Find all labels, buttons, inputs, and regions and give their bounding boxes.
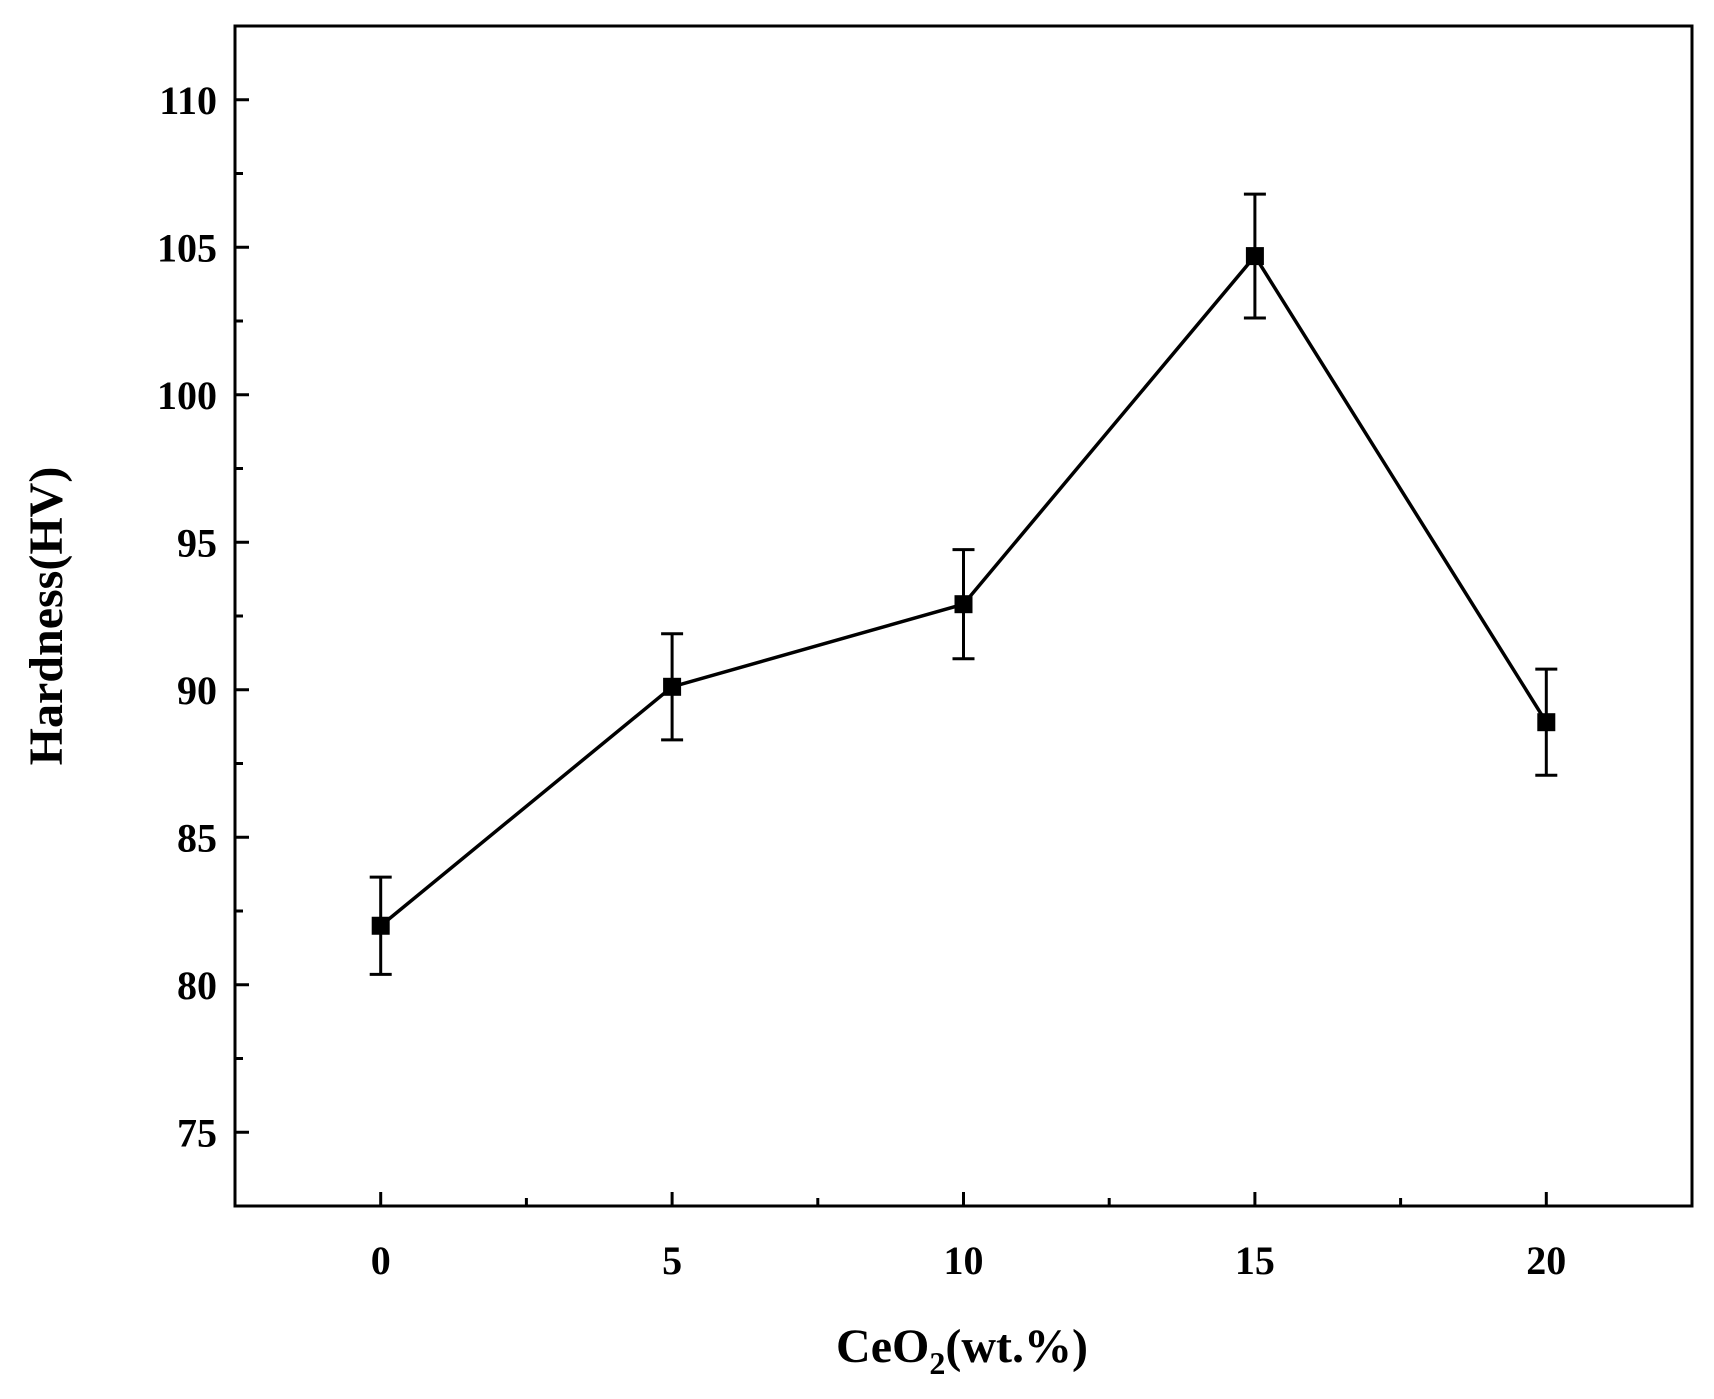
data-point-marker <box>663 677 682 696</box>
data-point-marker <box>371 916 390 935</box>
x-tick-label: 15 <box>1235 1238 1275 1283</box>
series-layer <box>369 192 1558 976</box>
y-axis-ticks: 75 80 85 90 95 100 105 110 <box>157 24 249 1155</box>
y-tick-label: 75 <box>177 1110 217 1155</box>
x-tick-label: 0 <box>371 1238 391 1283</box>
y-tick-label: 90 <box>177 668 217 713</box>
data-point-marker <box>1245 247 1264 266</box>
x-axis-ticks: 0 5 10 15 20 <box>371 1192 1566 1283</box>
x-axis-title-subscript: 2 <box>929 1345 945 1381</box>
y-tick-label: 100 <box>157 373 217 418</box>
x-axis-title-tail: (wt.%) <box>945 1320 1088 1373</box>
y-tick-label: 80 <box>177 963 217 1008</box>
y-tick-label: 110 <box>159 78 217 123</box>
y-tick-label: 85 <box>177 815 217 860</box>
data-point-marker <box>1537 713 1556 732</box>
x-tick-label: 5 <box>662 1238 682 1283</box>
x-axis-title: CeO2(wt.%) <box>836 1320 1088 1381</box>
x-tick-label: 10 <box>944 1238 984 1283</box>
x-axis-title-main: CeO <box>836 1320 929 1373</box>
x-tick-label: 20 <box>1526 1238 1566 1283</box>
y-tick-label: 95 <box>177 520 217 565</box>
data-point-marker <box>954 595 973 614</box>
y-axis-title: Hardness(HV) <box>20 467 73 766</box>
y-tick-label: 105 <box>157 225 217 270</box>
